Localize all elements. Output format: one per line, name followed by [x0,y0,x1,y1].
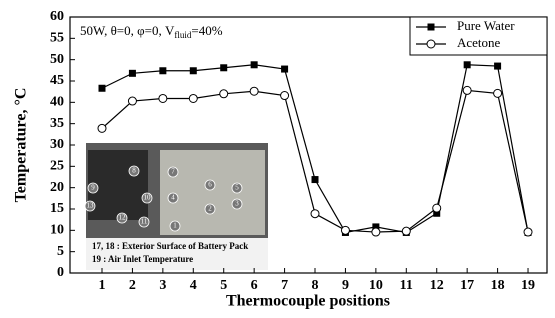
y-tick-label: 25 [50,159,64,174]
x-tick-label: 3 [159,278,166,293]
inset-label: 7 [171,168,175,176]
y-tick-label: 0 [57,265,64,280]
y-tick-label: 45 [50,73,64,88]
legend-label: Pure Water [457,18,515,33]
x-tick-label: 6 [251,278,258,293]
legend-label: Acetone [457,35,501,50]
y-tick-label: 55 [50,31,64,46]
x-tick-label: 5 [220,278,227,293]
point [427,40,435,48]
inset-label: 4 [171,194,175,202]
y-axis-title: Temperature, °C [13,88,30,203]
y-tick-label: 15 [50,201,64,216]
point [220,90,228,98]
x-axis-title: Thermocouple positions [226,293,390,310]
point [341,226,349,234]
point [372,228,380,236]
y-tick-label: 50 [50,52,64,67]
inset-caption: 17, 18 : Exterior Surface of Battery Pac… [92,241,248,251]
chart: 50W, θ=0, φ=0, Vfluid=40% Thermocouple p… [0,0,555,318]
inset-label: 9 [91,184,95,192]
point [99,85,106,92]
x-tick-label: 19 [521,278,535,293]
point [494,89,502,97]
y-tick-label: 20 [50,180,64,195]
point [312,176,319,183]
point [98,124,106,132]
inset-caption: 19 : Air Inlet Temperature [92,254,193,264]
x-tick-label: 8 [312,278,319,293]
point [159,67,166,74]
inset-label: 5 [235,184,239,192]
x-tick-label: 7 [281,278,288,293]
point [220,64,227,71]
point [311,210,319,218]
point [402,227,410,235]
point [524,228,532,236]
y-tick-label: 5 [57,244,64,259]
point [433,204,441,212]
inset-label: 3 [235,200,239,208]
inset-label: 13 [87,202,95,210]
point [281,66,288,73]
y-tick-label: 60 [50,9,64,24]
x-tick-label: 11 [400,278,413,293]
inset-label: 10 [144,194,152,202]
point [464,61,471,68]
x-tick-label: 10 [369,278,383,293]
inset-label: 12 [119,214,127,222]
inset-label: 6 [208,181,212,189]
y-tick-label: 40 [50,95,64,110]
x-tick-label: 18 [491,278,505,293]
point [281,92,289,100]
x-tick-label: 4 [190,278,197,293]
point [129,70,136,77]
point [190,67,197,74]
x-tick-label: 9 [342,278,349,293]
y-tick-label: 10 [50,223,64,238]
inset-label: 1 [173,222,177,230]
point [250,87,258,95]
point [251,61,258,68]
x-tick-label: 12 [430,278,444,293]
annotation: 50W, θ=0, φ=0, Vfluid=40% [80,23,223,40]
point [494,63,501,70]
point [428,24,435,31]
x-tick-label: 1 [99,278,106,293]
x-tick-label: 17 [460,278,474,293]
inset-label: 8 [132,167,136,175]
y-tick-label: 30 [50,137,64,152]
point [159,94,167,102]
point [128,97,136,105]
x-tick-label: 2 [129,278,136,293]
inset-label: 2 [208,205,212,213]
inset-label: 11 [141,218,148,226]
point [463,86,471,94]
y-tick-label: 35 [50,116,64,131]
point [189,94,197,102]
